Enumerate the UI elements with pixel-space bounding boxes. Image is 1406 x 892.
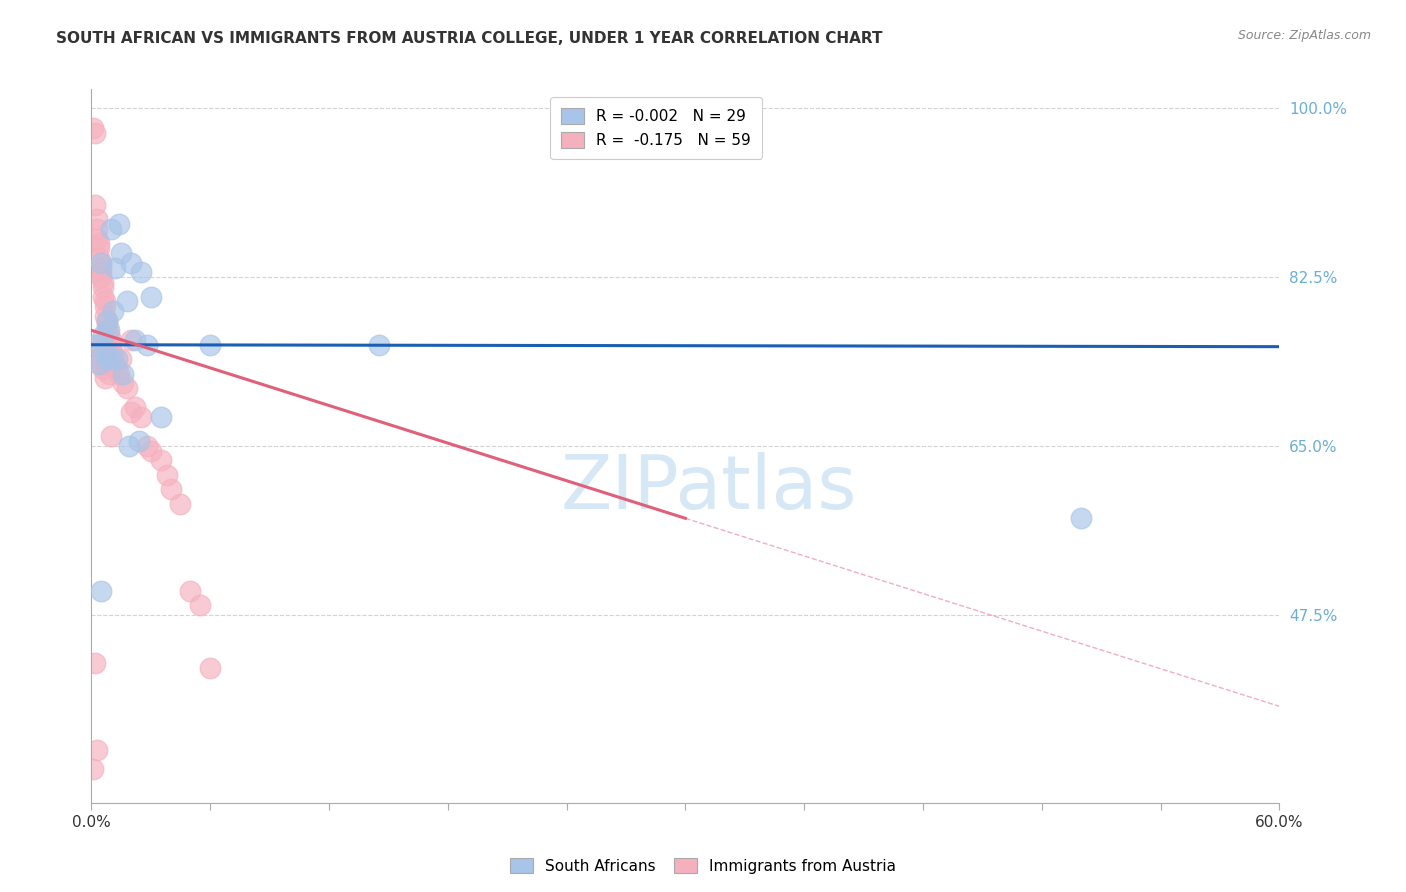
Point xyxy=(120,333,142,347)
Point xyxy=(129,265,152,279)
Point xyxy=(84,198,107,212)
Point xyxy=(139,289,162,303)
Point xyxy=(104,357,127,371)
Point xyxy=(112,367,135,381)
Point xyxy=(91,280,114,294)
Point xyxy=(98,367,121,381)
Point xyxy=(86,337,108,351)
Point xyxy=(90,260,112,275)
Point xyxy=(82,762,104,776)
Point xyxy=(129,410,152,425)
Text: ZIPatlas: ZIPatlas xyxy=(561,452,858,525)
Point xyxy=(149,410,172,425)
Point xyxy=(135,439,157,453)
Point xyxy=(100,222,122,236)
Point xyxy=(84,656,107,670)
Point xyxy=(96,313,118,327)
Point xyxy=(120,405,142,419)
Point xyxy=(86,212,108,227)
Point xyxy=(101,347,124,361)
Point xyxy=(86,222,108,236)
Point xyxy=(367,337,389,351)
Point xyxy=(91,328,114,343)
Text: Source: ZipAtlas.com: Source: ZipAtlas.com xyxy=(1237,29,1371,42)
Point xyxy=(89,241,111,255)
Point xyxy=(90,357,112,371)
Point xyxy=(108,367,131,381)
Point xyxy=(96,357,118,371)
Point xyxy=(110,352,132,367)
Point xyxy=(96,318,118,333)
Point xyxy=(89,352,111,367)
Point xyxy=(98,323,121,337)
Point xyxy=(90,270,112,285)
Point xyxy=(100,343,122,357)
Point xyxy=(94,343,117,357)
Point xyxy=(82,120,104,135)
Point xyxy=(115,294,138,309)
Legend: South Africans, Immigrants from Austria: South Africans, Immigrants from Austria xyxy=(503,852,903,880)
Point xyxy=(89,357,111,371)
Point xyxy=(90,265,112,279)
Point xyxy=(198,661,221,675)
Point xyxy=(100,429,122,443)
Point xyxy=(188,598,211,612)
Point xyxy=(89,251,111,265)
Point xyxy=(110,246,132,260)
Point xyxy=(101,352,124,367)
Point xyxy=(96,352,118,367)
Point xyxy=(94,299,117,313)
Point xyxy=(86,343,108,357)
Point xyxy=(89,236,111,251)
Point xyxy=(104,260,127,275)
Point xyxy=(91,275,114,289)
Point xyxy=(112,376,135,391)
Point xyxy=(198,337,221,351)
Point xyxy=(100,352,122,367)
Point xyxy=(90,256,112,270)
Point xyxy=(94,309,117,323)
Point xyxy=(90,583,112,598)
Point xyxy=(94,294,117,309)
Point xyxy=(128,434,150,449)
Text: SOUTH AFRICAN VS IMMIGRANTS FROM AUSTRIA COLLEGE, UNDER 1 YEAR CORRELATION CHART: SOUTH AFRICAN VS IMMIGRANTS FROM AUSTRIA… xyxy=(56,31,883,46)
Point xyxy=(120,256,142,270)
Point xyxy=(98,328,121,343)
Point xyxy=(169,497,191,511)
Point xyxy=(84,337,107,351)
Legend: R = -0.002   N = 29, R =  -0.175   N = 59: R = -0.002 N = 29, R = -0.175 N = 59 xyxy=(551,97,762,159)
Point xyxy=(159,483,181,497)
Point xyxy=(84,126,107,140)
Point xyxy=(156,467,179,482)
Point xyxy=(96,313,118,327)
Point xyxy=(115,381,138,395)
Point xyxy=(105,362,128,376)
Point xyxy=(94,371,117,385)
Point xyxy=(1070,511,1092,525)
Point xyxy=(105,352,128,367)
Point xyxy=(91,289,114,303)
Point xyxy=(86,232,108,246)
Point xyxy=(91,362,114,376)
Point xyxy=(179,583,201,598)
Point xyxy=(135,337,157,351)
Point xyxy=(124,333,146,347)
Point xyxy=(101,304,124,318)
Point xyxy=(124,401,146,415)
Point xyxy=(118,439,141,453)
Point xyxy=(139,443,162,458)
Point xyxy=(108,217,131,231)
Point xyxy=(86,743,108,757)
Point xyxy=(149,453,172,467)
Point xyxy=(90,256,112,270)
Point xyxy=(100,333,122,347)
Point xyxy=(100,337,122,351)
Point xyxy=(96,323,118,337)
